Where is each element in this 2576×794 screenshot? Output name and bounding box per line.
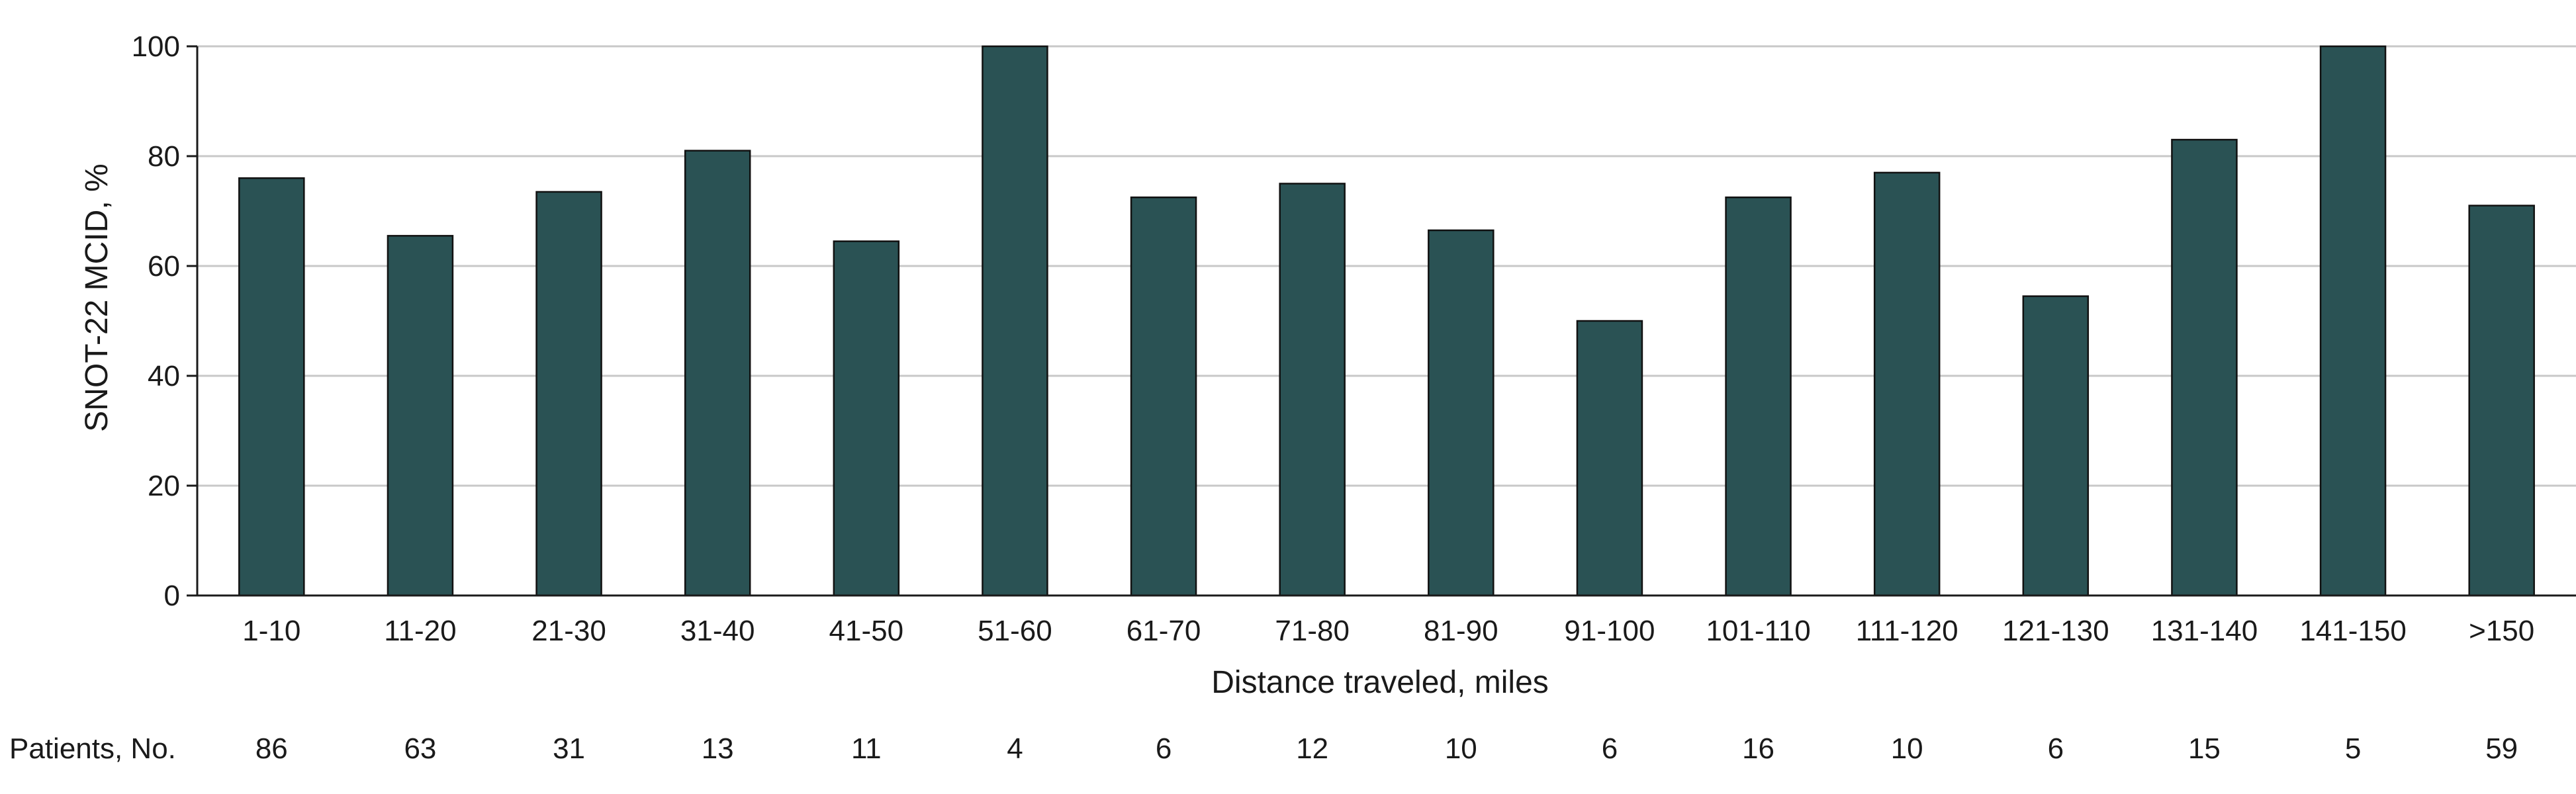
bar	[1279, 183, 1346, 597]
y-tick-label: 40	[148, 360, 180, 392]
patients-count: 59	[2485, 732, 2518, 765]
patients-count: 10	[1445, 732, 1477, 765]
patients-count: 13	[702, 732, 734, 765]
patients-count: 15	[2188, 732, 2221, 765]
bar	[684, 150, 751, 597]
x-tick-label: 21-30	[531, 615, 606, 647]
x-tick-label: 31-40	[680, 615, 755, 647]
x-tick-label: 101-110	[1706, 615, 1810, 647]
y-axis-label: SNOT-22 MCID, %	[79, 163, 115, 431]
bar	[1576, 320, 1643, 597]
bar	[1873, 171, 1941, 597]
x-tick-label: 131-140	[2151, 615, 2258, 647]
y-tick-label: 100	[132, 30, 180, 63]
x-tick-label: 41-50	[829, 615, 904, 647]
x-tick-label: 71-80	[1275, 615, 1350, 647]
patients-row: 86 63 31 13 11 4 6 12 10 6 16 10 6 15 5 59	[255, 732, 2518, 765]
x-tick-label: >150	[2469, 615, 2534, 647]
x-tick-label: 121-130	[2002, 615, 2109, 647]
patients-row-label: Patients, No.	[9, 732, 176, 765]
patients-count: 12	[1296, 732, 1328, 765]
x-tick-label: 111-120	[1856, 615, 1958, 647]
x-tick-label: 51-60	[978, 615, 1052, 647]
bar	[2468, 204, 2535, 597]
x-tick-label: 141-150	[2299, 615, 2406, 647]
patients-count: 4	[1007, 732, 1023, 765]
bar	[535, 191, 602, 597]
x-tick-label: 81-90	[1424, 615, 1498, 647]
y-tick-label: 60	[148, 250, 180, 283]
bars	[238, 45, 2535, 597]
x-axis-label: Distance traveled, miles	[1211, 665, 1549, 700]
bar	[2319, 45, 2387, 597]
x-tick-label: 1-10	[242, 615, 300, 647]
bar	[1428, 229, 1495, 597]
patients-count: 63	[404, 732, 436, 765]
bar	[387, 235, 454, 597]
bar	[2171, 138, 2238, 597]
patients-count: 6	[1602, 732, 1618, 765]
bar	[2022, 295, 2090, 597]
patients-count: 11	[851, 732, 882, 765]
patients-count: 6	[1156, 732, 1172, 765]
x-tick-label: 11-20	[384, 615, 456, 647]
bar	[833, 240, 900, 597]
patients-count: 6	[2048, 732, 2064, 765]
y-tick-label: 20	[148, 470, 180, 502]
x-tick-labels: 1-10 11-20 21-30 31-40 41-50 51-60 61-70 71-80 8…	[242, 615, 2534, 647]
patients-count: 10	[1891, 732, 1923, 765]
x-tick-label: 61-70	[1127, 615, 1201, 647]
y-tick-label: 80	[148, 140, 180, 173]
bar	[982, 45, 1048, 597]
patients-count: 31	[553, 732, 585, 765]
patients-count: 86	[255, 732, 288, 765]
bar	[1130, 197, 1197, 597]
y-tick-labels: 0 20 40 60 80 100	[132, 30, 180, 612]
y-tick-label: 0	[164, 580, 180, 612]
axes	[196, 46, 2576, 597]
x-tick-label: 91-100	[1564, 615, 1655, 647]
patients-count: 5	[2345, 732, 2361, 765]
bar	[1725, 197, 1792, 597]
patients-count: 16	[1742, 732, 1774, 765]
bar	[238, 177, 305, 597]
